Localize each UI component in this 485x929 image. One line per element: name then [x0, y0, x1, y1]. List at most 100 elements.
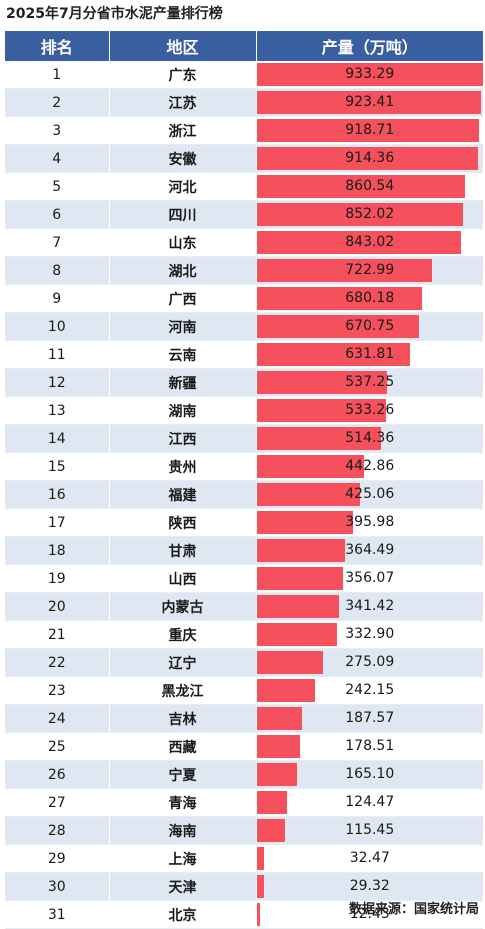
rank-cell: 20 [5, 592, 110, 621]
table-row: 2 江苏 923.41 [5, 88, 483, 117]
region-cell: 甘肃 [109, 536, 257, 565]
output-cell: 670.75 [256, 312, 483, 341]
output-value: 514.36 [345, 430, 395, 446]
output-cell: 356.07 [256, 564, 483, 593]
rank-cell: 8 [5, 256, 110, 285]
output-value: 187.57 [345, 710, 395, 726]
output-value: 722.99 [345, 262, 395, 278]
output-value: 923.41 [345, 94, 395, 110]
output-bar [256, 483, 360, 506]
rank-cell: 24 [5, 704, 110, 733]
output-cell: 843.02 [256, 228, 483, 257]
rank-cell: 9 [5, 284, 110, 313]
rank-cell: 28 [5, 816, 110, 845]
output-bar [256, 343, 410, 366]
output-bar [256, 455, 364, 478]
output-bar [256, 903, 260, 926]
output-bar [256, 847, 265, 870]
output-cell: 275.09 [256, 648, 483, 677]
output-cell: 341.42 [256, 592, 483, 621]
table-row: 8 湖北 722.99 [5, 256, 483, 285]
output-cell: 178.51 [256, 732, 483, 761]
rank-cell: 1 [5, 61, 110, 89]
region-cell: 青海 [109, 788, 257, 817]
output-bar [256, 623, 338, 646]
rank-cell: 6 [5, 200, 110, 229]
output-bar [256, 147, 479, 170]
output-cell: 680.18 [256, 284, 483, 313]
region-cell: 湖北 [109, 256, 257, 285]
table-row: 5 河北 860.54 [5, 172, 483, 201]
table-row: 29 上海 32.47 [5, 844, 483, 873]
rank-cell: 26 [5, 760, 110, 789]
region-cell: 浙江 [109, 116, 257, 145]
rank-cell: 18 [5, 536, 110, 565]
output-bar [256, 539, 345, 562]
region-cell: 福建 [109, 480, 257, 509]
rank-cell: 10 [5, 312, 110, 341]
table-row: 27 青海 124.47 [5, 788, 483, 817]
output-bar [256, 651, 324, 674]
output-value: 843.02 [345, 234, 395, 250]
table-row: 4 安徽 914.36 [5, 144, 483, 173]
rank-cell: 27 [5, 788, 110, 817]
rank-cell: 25 [5, 732, 110, 761]
rank-cell: 23 [5, 676, 110, 705]
output-bar [256, 119, 480, 142]
rank-cell: 11 [5, 340, 110, 369]
output-value: 341.42 [345, 598, 395, 614]
region-cell: 湖南 [109, 396, 257, 425]
table-row: 20 内蒙古 341.42 [5, 592, 483, 621]
table-row: 30 天津 29.32 [5, 872, 483, 901]
output-value: 356.07 [345, 570, 395, 586]
region-cell: 河北 [109, 172, 257, 201]
output-value: 165.10 [345, 766, 395, 782]
header-output: 产量（万吨） [256, 31, 483, 61]
rank-cell: 17 [5, 508, 110, 537]
output-cell: 722.99 [256, 256, 483, 285]
output-value: 275.09 [345, 654, 395, 670]
output-value: 115.45 [345, 822, 395, 838]
output-cell: 115.45 [256, 816, 483, 845]
table-row: 11 云南 631.81 [5, 340, 483, 369]
output-value: 533.26 [345, 402, 395, 418]
rank-cell: 13 [5, 396, 110, 425]
table-row: 25 西藏 178.51 [5, 732, 483, 761]
output-value: 395.98 [345, 514, 395, 530]
region-cell: 安徽 [109, 144, 257, 173]
region-cell: 山东 [109, 228, 257, 257]
table-row: 3 浙江 918.71 [5, 116, 483, 145]
output-value: 442.86 [345, 458, 395, 474]
region-cell: 吉林 [109, 704, 257, 733]
table-row: 17 陕西 395.98 [5, 508, 483, 537]
output-value: 242.15 [345, 682, 395, 698]
region-cell: 宁夏 [109, 760, 257, 789]
output-bar [256, 231, 462, 254]
output-bar [256, 707, 303, 730]
output-cell: 332.90 [256, 620, 483, 649]
output-bar [256, 595, 340, 618]
output-value: 425.06 [345, 486, 395, 502]
table-row: 6 四川 852.02 [5, 200, 483, 229]
table-row: 24 吉林 187.57 [5, 704, 483, 733]
output-bar [256, 819, 285, 842]
output-cell: 852.02 [256, 200, 483, 229]
region-cell: 辽宁 [109, 648, 257, 677]
output-cell: 395.98 [256, 508, 483, 537]
rank-cell: 2 [5, 88, 110, 117]
output-bar [256, 763, 297, 786]
output-bar [256, 511, 353, 534]
output-cell: 631.81 [256, 340, 483, 369]
table-row: 9 广西 680.18 [5, 284, 483, 313]
output-cell: 914.36 [256, 144, 483, 173]
output-cell: 933.29 [256, 61, 483, 89]
region-cell: 上海 [109, 844, 257, 873]
region-cell: 广西 [109, 284, 257, 313]
rank-cell: 21 [5, 620, 110, 649]
output-bar [256, 735, 300, 758]
output-value: 29.32 [349, 878, 390, 894]
rank-cell: 22 [5, 648, 110, 677]
rank-cell: 5 [5, 172, 110, 201]
header-region: 地区 [109, 31, 257, 61]
table-row: 12 新疆 537.25 [5, 368, 483, 397]
